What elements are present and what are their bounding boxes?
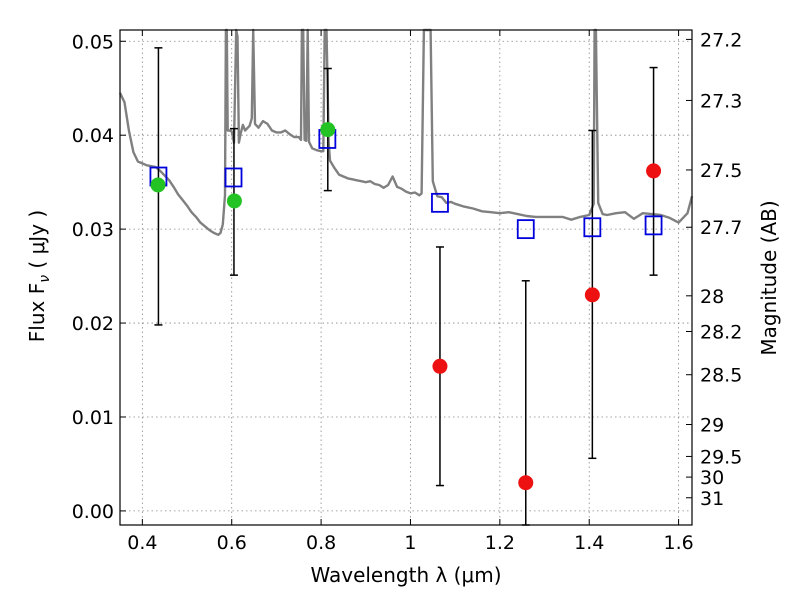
y-tick-label: 0.01 xyxy=(72,407,114,429)
y-axis-label-subscript: ν xyxy=(37,275,53,283)
x-tick-label: 0.6 xyxy=(217,532,247,554)
y-tick-label: 0.00 xyxy=(72,501,114,523)
model-band-square xyxy=(644,215,663,236)
model-band-square xyxy=(516,219,535,240)
y2-tick-label: 27.3 xyxy=(700,90,742,112)
data-markers xyxy=(149,122,663,491)
red-data-point xyxy=(432,358,448,374)
y-axis-label-main: Flux F xyxy=(25,283,49,342)
y2-tick-label: 27.2 xyxy=(700,29,742,51)
red-data-point xyxy=(584,287,600,303)
model-spectrum-line xyxy=(118,28,694,236)
red-data-point xyxy=(518,475,534,491)
model-band-square xyxy=(431,192,449,213)
x-tick-label: 1.4 xyxy=(574,532,604,554)
x-tick-label: 1 xyxy=(404,532,416,554)
red-data-point xyxy=(646,163,662,179)
axis-ticks: 0.4 0.6 0.8 1 1.2 1.4 1.6 0.00 0.01 0.02 0.03 0.04 0… xyxy=(72,29,743,554)
y-axis-label: Flux Fν ( μJy ) xyxy=(25,210,53,342)
x-axis-label: Wavelength λ (μm) xyxy=(310,563,501,587)
y-axis-label-unit: ( μJy ) xyxy=(25,210,49,275)
error-bars xyxy=(154,47,658,526)
green-data-point xyxy=(320,122,336,138)
grid xyxy=(120,30,692,525)
y2-tick-label: 28.5 xyxy=(700,365,742,387)
x-tick-label: 0.8 xyxy=(306,532,336,554)
x-tick-label: 0.4 xyxy=(127,532,157,554)
y2-tick-label: 30 xyxy=(700,467,724,489)
plot-frame xyxy=(119,29,693,526)
model-band-square xyxy=(583,217,602,238)
y2-tick-label: 28 xyxy=(700,286,724,308)
green-data-point xyxy=(226,193,242,209)
y2-tick-label: 29.5 xyxy=(700,446,742,468)
y2-tick-label: 31 xyxy=(700,488,724,510)
y2-tick-label: 27.5 xyxy=(700,160,742,182)
y-tick-label: 0.03 xyxy=(72,219,114,241)
y2-tick-label: 29 xyxy=(700,414,724,436)
y2-tick-label: 27.7 xyxy=(700,217,742,239)
y2-axis-label: Magnitude (AB) xyxy=(757,200,781,355)
y-tick-label: 0.02 xyxy=(72,313,114,335)
x-tick-label: 1.6 xyxy=(663,532,693,554)
x-tick-label: 1.2 xyxy=(485,532,515,554)
green-data-point xyxy=(150,177,166,193)
y2-tick-label: 28.2 xyxy=(700,322,742,344)
model-band-square xyxy=(224,167,243,188)
model-spectrum xyxy=(118,28,694,236)
y-tick-label: 0.05 xyxy=(72,31,114,53)
y-tick-label: 0.04 xyxy=(72,125,114,147)
